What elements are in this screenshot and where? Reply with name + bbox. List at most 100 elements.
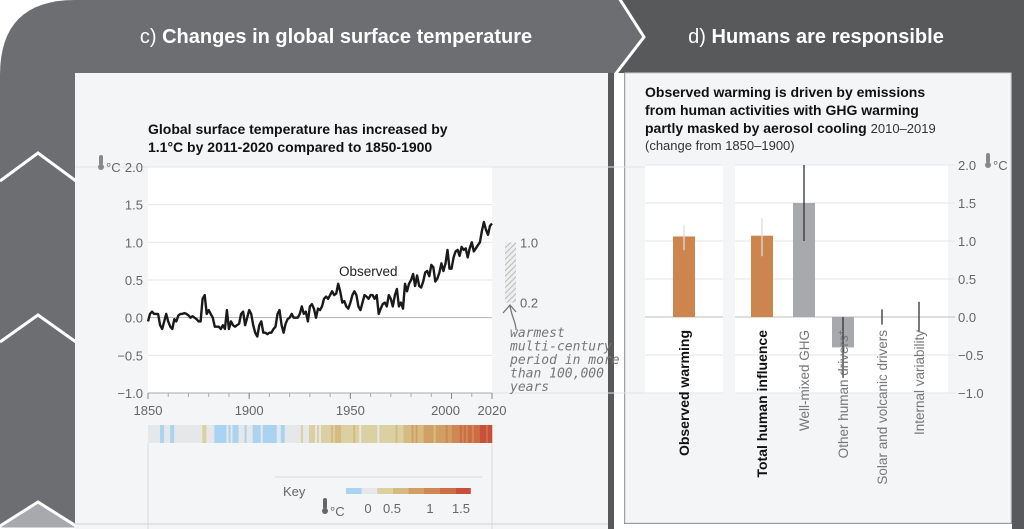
warming-stripe (325, 425, 328, 443)
warming-stripe (369, 425, 372, 443)
warming-stripe (204, 425, 207, 443)
warming-stripe (383, 425, 386, 443)
warming-stripe (242, 425, 245, 443)
warming-stripe (300, 425, 304, 443)
warming-stripe (234, 425, 237, 443)
warming-stripe (236, 425, 239, 443)
warming-stripe (419, 425, 422, 443)
warming-stripe (186, 425, 189, 443)
arrow-icon (502, 304, 517, 331)
y-tick-label: −0.5 (958, 348, 984, 363)
chart-d-period: 2010–2019 (871, 121, 936, 136)
warming-stripe (220, 425, 223, 443)
warming-stripe (329, 425, 332, 443)
warming-stripe (333, 425, 336, 443)
bar (673, 236, 695, 317)
warming-stripe (184, 425, 187, 443)
panel-c-heading: c) Changes in global surface temperature (140, 26, 532, 48)
thermometer-icon (322, 498, 328, 514)
chart-c-title-line2: 1.1°C by 2011-2020 compared to 1850-1900 (148, 139, 432, 155)
warming-stripe (168, 425, 171, 443)
warming-stripe (178, 425, 181, 443)
warming-stripe (298, 425, 302, 443)
warming-stripe (244, 425, 247, 443)
warming-stripe (485, 425, 489, 443)
warming-stripe (214, 425, 217, 443)
key-swatch (346, 488, 362, 494)
warming-stripe (248, 425, 251, 443)
warming-stripe (425, 425, 428, 443)
temperature-chart: Global surface temperature has increased… (75, 121, 645, 529)
warming-stripe (431, 425, 434, 443)
category-label: Total human influence (754, 330, 770, 478)
y-tick-label: 2.0 (125, 160, 143, 175)
key-swatch (408, 488, 424, 494)
warming-stripe (292, 425, 296, 443)
warming-stripe (224, 425, 227, 443)
warming-stripe (312, 425, 316, 443)
chart-c-title: Global surface temperature has increased… (148, 121, 448, 137)
warming-stripe (192, 425, 195, 443)
annotation-line: multi-century (509, 340, 612, 355)
warming-stripe (345, 425, 348, 443)
warming-stripe (397, 425, 400, 443)
warming-stripe (439, 425, 443, 443)
warming-stripe (365, 425, 368, 443)
key-label: Key (283, 484, 306, 499)
warming-stripe (457, 425, 461, 443)
y-tick-label: 0.5 (958, 272, 976, 287)
key-swatch (392, 488, 409, 494)
warming-stripe (469, 425, 473, 443)
warming-stripe (449, 425, 453, 443)
warming-stripe (208, 425, 211, 443)
warming-stripe (437, 425, 440, 443)
chart-d-title-line2: from human activities with GHG warming (645, 102, 919, 118)
warming-stripe (166, 425, 169, 443)
warming-stripe (331, 425, 334, 443)
warming-stripe (182, 425, 185, 443)
chart-d-title-bold: partly masked by aerosol cooling (645, 120, 867, 136)
warming-stripe (218, 425, 221, 443)
warming-stripe (379, 425, 382, 443)
chart-d-title-line1: Observed warming is driven by emissions (645, 84, 925, 100)
warming-stripe (489, 425, 493, 443)
key-swatch (361, 488, 378, 494)
header-d-background (614, 0, 1024, 73)
warming-stripe (461, 425, 465, 443)
panel-c-letter: c) (140, 26, 157, 48)
warming-stripe (174, 425, 177, 443)
y-tick-label: 1.5 (958, 196, 976, 211)
warming-stripe (314, 425, 318, 443)
y-tick-label: 1.5 (125, 198, 143, 213)
warming-stripe (190, 425, 193, 443)
warming-stripe (357, 425, 360, 443)
chevron-up-icon (0, 500, 78, 529)
warming-stripe (156, 425, 159, 443)
warming-stripe (254, 425, 257, 443)
category-label: Observed warming (676, 330, 692, 456)
key-tick-label: 1 (426, 501, 433, 516)
warming-stripe (427, 425, 430, 443)
warming-stripe (487, 425, 491, 443)
warming-stripe (435, 425, 438, 443)
warming-stripe (250, 425, 253, 443)
warming-stripe (198, 425, 201, 443)
warming-stripe (353, 425, 356, 443)
warming-stripe (306, 425, 310, 443)
warming-stripe (154, 425, 157, 443)
category-label: Internal variability (912, 330, 927, 435)
warming-stripe (465, 425, 469, 443)
bar (751, 235, 773, 317)
warming-stripe (459, 425, 463, 443)
y-tick-label: 0.0 (958, 310, 976, 325)
warming-stripe (387, 425, 390, 443)
warming-stripe (318, 425, 322, 443)
panel-divider (608, 73, 614, 529)
warming-stripe (463, 425, 467, 443)
warming-stripe (316, 425, 320, 443)
warming-stripe (343, 425, 346, 443)
x-tick-label: 2020 (478, 403, 507, 418)
warming-stripe (399, 425, 402, 443)
warming-stripe (164, 425, 167, 443)
